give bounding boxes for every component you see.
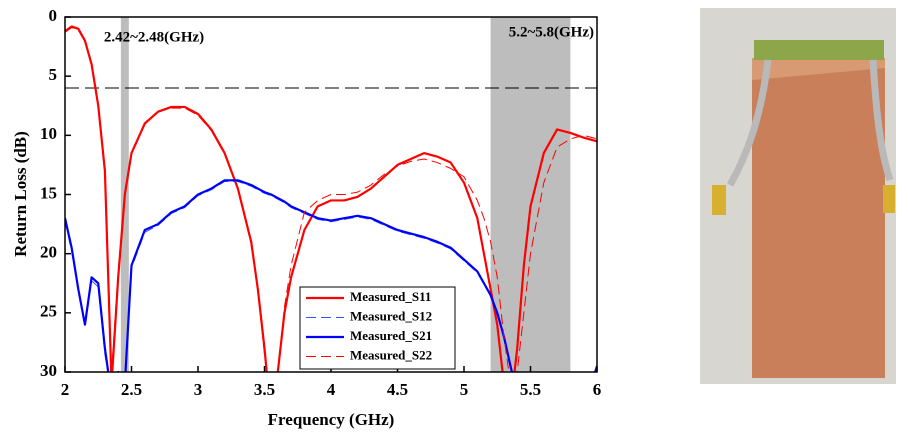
x-axis-label: Frequency (GHz) (268, 410, 395, 429)
coax-cable (869, 59, 894, 182)
y-tick-label: 20 (40, 243, 57, 262)
antenna-substrate (754, 40, 884, 60)
plot-clip (65, 17, 597, 372)
y-tick-label: 0 (49, 6, 58, 25)
legend-label: Measured_S11 (350, 289, 431, 304)
legend-label: Measured_S21 (350, 328, 432, 343)
y-tick-label: 10 (40, 124, 57, 143)
y-tick-label: 15 (40, 183, 57, 202)
y-tick-label: 30 (40, 361, 57, 380)
band-annotation: 2.42~2.48(GHz) (104, 29, 204, 45)
series-line (65, 27, 597, 372)
y-axis-label: Return Loss (dB) (11, 131, 30, 257)
y-tick-label: 5 (49, 65, 58, 84)
frequency-band (490, 17, 571, 372)
x-tick-label: 6 (593, 380, 602, 399)
x-tick-label: 2.5 (121, 380, 142, 399)
copper-highlight (752, 58, 885, 80)
sma-connector (712, 185, 726, 215)
legend-box (299, 286, 456, 370)
coax-cable (726, 59, 772, 187)
photo (700, 8, 896, 384)
copper-board (752, 58, 885, 378)
x-tick-label: 3.5 (254, 380, 275, 399)
x-tick-label: 4.5 (387, 380, 408, 399)
sma-connector (883, 185, 895, 213)
x-tick-label: 5.5 (520, 380, 541, 399)
plot-area: 2 2.5 3 3.5 4 4.5 5 5.5 6 0 5 10 15 20 25 30 2.42~2.48(G… (40, 6, 602, 399)
legend: Measured_S11 Measured_S12 Measured_S21 Meas… (299, 286, 456, 370)
x-tick-label: 3 (194, 380, 203, 399)
x-tick-label: 4 (327, 380, 336, 399)
x-tick-label: 5 (460, 380, 469, 399)
band-annotation: 5.2~5.8(GHz) (509, 24, 594, 40)
legend-label: Measured_S12 (350, 308, 432, 323)
y-tick-label: 25 (40, 302, 57, 321)
legend-label: Measured_S22 (350, 347, 432, 362)
x-tick-label: 2 (61, 380, 70, 399)
